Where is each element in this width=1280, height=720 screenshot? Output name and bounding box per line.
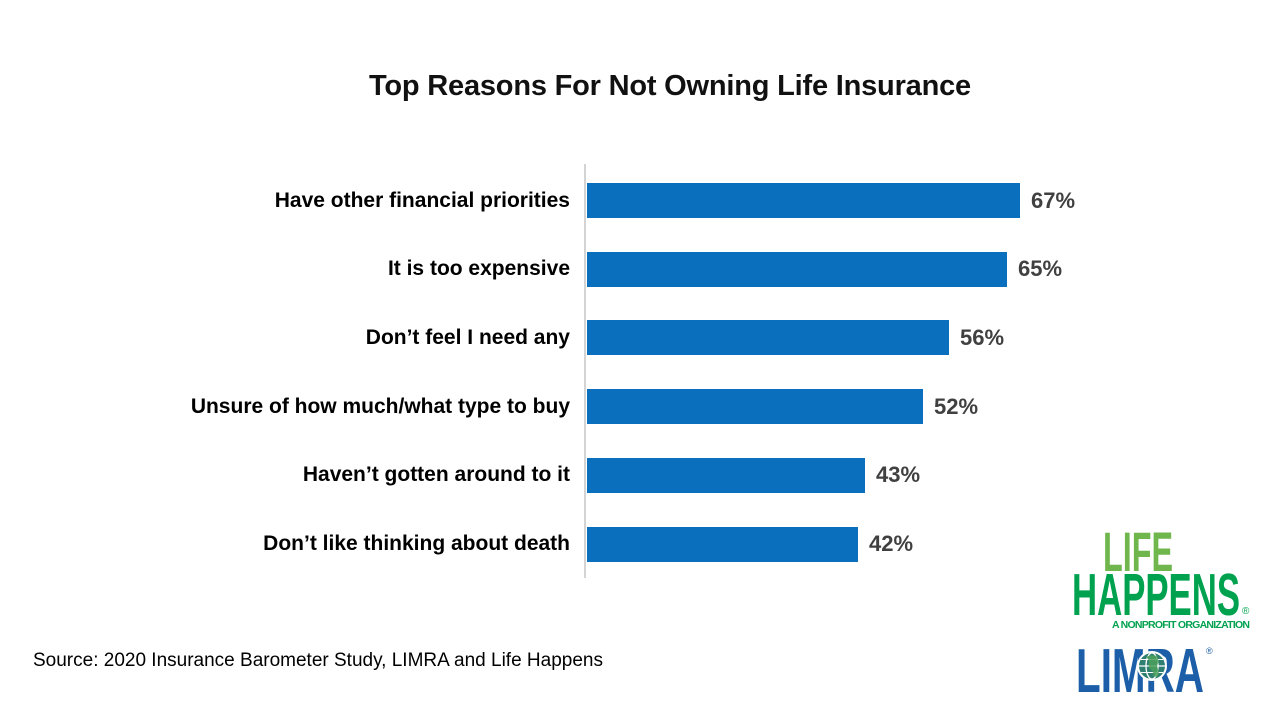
category-label: Have other financial priorities <box>274 188 570 212</box>
limra-registered-mark: ® <box>1206 646 1213 656</box>
category-label: Unsure of how much/what type to buy <box>190 394 570 418</box>
bar <box>587 251 1007 287</box>
category-label: Don’t like thinking about death <box>263 532 570 555</box>
bar <box>587 457 865 493</box>
life-happens-tagline: A NONPROFIT ORGANIZATION <box>1112 619 1250 631</box>
life-happens-registered-mark: ® <box>1242 606 1250 617</box>
value-label: 42% <box>869 531 914 556</box>
bar <box>587 526 858 562</box>
chart-title: Top Reasons For Not Owning Life Insuranc… <box>369 70 971 102</box>
limra-logo: LIMRA ® <box>1074 637 1216 706</box>
value-label: 67% <box>1031 187 1076 213</box>
life-happens-logo-line1: LIFE <box>1103 526 1173 583</box>
bar <box>587 389 923 425</box>
value-label: 52% <box>934 393 979 419</box>
bar <box>587 320 949 356</box>
life-happens-logo: LIFE HAPPENS ® A NONPROFIT ORGANIZATION <box>1068 520 1256 632</box>
value-label: 65% <box>1018 256 1063 282</box>
category-label: Haven’t gotten around to it <box>302 463 570 487</box>
limra-globe-icon <box>1137 651 1167 681</box>
value-label: 56% <box>960 324 1005 350</box>
bar <box>587 183 1020 218</box>
value-label: 43% <box>876 462 921 488</box>
category-label: It is too expensive <box>387 257 570 281</box>
category-label: Don’t feel I need any <box>365 325 570 349</box>
y-axis-line <box>584 164 586 578</box>
source-text: Source: 2020 Insurance Barometer Study, … <box>33 650 603 671</box>
life-happens-logo-line2: HAPPENS <box>1072 562 1240 628</box>
